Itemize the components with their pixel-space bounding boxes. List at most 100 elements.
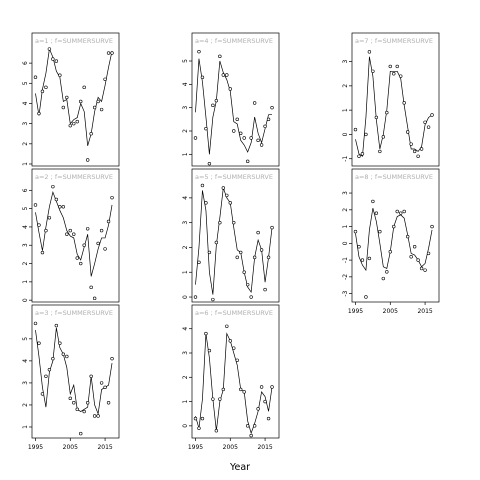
data-point: [364, 295, 368, 299]
data-point: [207, 250, 212, 255]
data-point: [364, 132, 368, 137]
data-point: [388, 250, 392, 254]
panel-frame: [191, 32, 280, 167]
panel-frame: [191, 168, 280, 303]
data-point: [395, 209, 399, 214]
data-point: [367, 256, 372, 261]
data-point: [242, 270, 246, 274]
data-point: [270, 105, 274, 110]
data-point: [65, 354, 69, 359]
data-point: [228, 87, 232, 91]
data-point: [430, 113, 434, 117]
data-point: [207, 161, 212, 166]
data-point: [103, 385, 107, 390]
data-point: [228, 201, 232, 205]
data-point: [106, 219, 111, 224]
data-point: [72, 401, 76, 405]
data-point: [245, 282, 250, 287]
data-point: [47, 47, 52, 51]
panel-label: a=8 ; f=SUMMERSURVE: [355, 173, 433, 181]
y-tick-label: 2: [182, 129, 189, 133]
y-tick-label: 3: [182, 351, 189, 355]
panel-label: a=7 ; f=SUMMERSURVE: [355, 37, 433, 45]
data-point: [357, 244, 361, 249]
y-tick-label: 0: [22, 298, 29, 302]
data-point: [402, 101, 406, 105]
y-tick-label: 2: [22, 142, 29, 146]
data-point: [89, 285, 93, 290]
data-point: [416, 154, 420, 158]
data-point: [235, 358, 239, 362]
data-point: [197, 260, 201, 265]
data-point: [75, 119, 79, 124]
fitted-line: [35, 47, 113, 146]
data-point: [263, 399, 267, 404]
x-tick-label: 2005: [223, 444, 238, 451]
data-point: [385, 110, 389, 115]
data-point: [266, 416, 271, 421]
data-point: [235, 255, 239, 260]
data-point: [103, 77, 107, 81]
y-tick-label: 2: [22, 261, 29, 265]
data-point: [61, 105, 66, 110]
data-point: [65, 95, 69, 100]
fitted-line: [355, 56, 433, 157]
data-point: [399, 211, 403, 215]
y-tick-label: 2: [342, 84, 349, 88]
y-tick-label: -1: [342, 156, 349, 162]
y-tick-label: 2: [182, 245, 189, 249]
data-point: [249, 295, 253, 299]
data-point: [33, 203, 38, 207]
data-point: [405, 234, 410, 239]
data-point: [252, 101, 257, 105]
data-point: [79, 99, 83, 104]
data-point: [266, 117, 271, 122]
data-point: [221, 387, 226, 392]
data-point: [402, 209, 406, 214]
y-tick-label: 6: [22, 188, 29, 192]
data-point: [110, 356, 114, 361]
data-point: [82, 409, 86, 414]
y-tick-label: -1: [342, 257, 349, 263]
data-point: [266, 255, 271, 260]
data-point: [412, 149, 417, 154]
data-point: [371, 199, 375, 204]
panel-frame: [31, 304, 120, 439]
panel-1: a=1 ; f=SUMMERSURVE 1 2 3 4 5 6: [22, 32, 120, 167]
y-tick-label: 3: [22, 122, 29, 126]
y-tick-label: 4: [22, 101, 29, 105]
data-point: [96, 414, 100, 418]
data-point: [218, 397, 222, 401]
y-tick-label: 0: [182, 424, 189, 428]
data-point: [395, 64, 399, 69]
y-tick-label: 2: [342, 208, 349, 212]
panel-frame: [191, 304, 280, 439]
data-point: [33, 75, 38, 79]
y-tick-label: 4: [182, 327, 189, 331]
data-point: [256, 407, 260, 411]
y-tick-label: 1: [342, 224, 349, 228]
data-point: [211, 103, 215, 108]
panel-frame: [31, 168, 120, 303]
data-point: [58, 205, 62, 209]
data-point: [200, 183, 205, 188]
data-point: [214, 429, 219, 433]
y-tick-label: 5: [22, 81, 29, 85]
x-tick-label: 1995: [28, 444, 43, 451]
data-point: [419, 266, 424, 271]
data-point: [245, 424, 250, 428]
data-point: [92, 105, 97, 110]
y-tick-label: 3: [342, 59, 349, 63]
y-tick-label: 1: [22, 280, 29, 284]
data-point: [228, 339, 232, 343]
data-point: [405, 130, 410, 134]
data-point: [204, 331, 208, 336]
fitted-line: [195, 58, 273, 155]
data-point: [214, 98, 219, 103]
panel-5: a=5 ; f=SUMMERSURVE 0 1 2 3 4: [182, 168, 280, 303]
x-tick-label: 2015: [417, 308, 432, 315]
x-tick-label: 1995: [188, 444, 203, 451]
data-point: [193, 416, 198, 421]
x-tick-label: 2015: [97, 444, 112, 451]
